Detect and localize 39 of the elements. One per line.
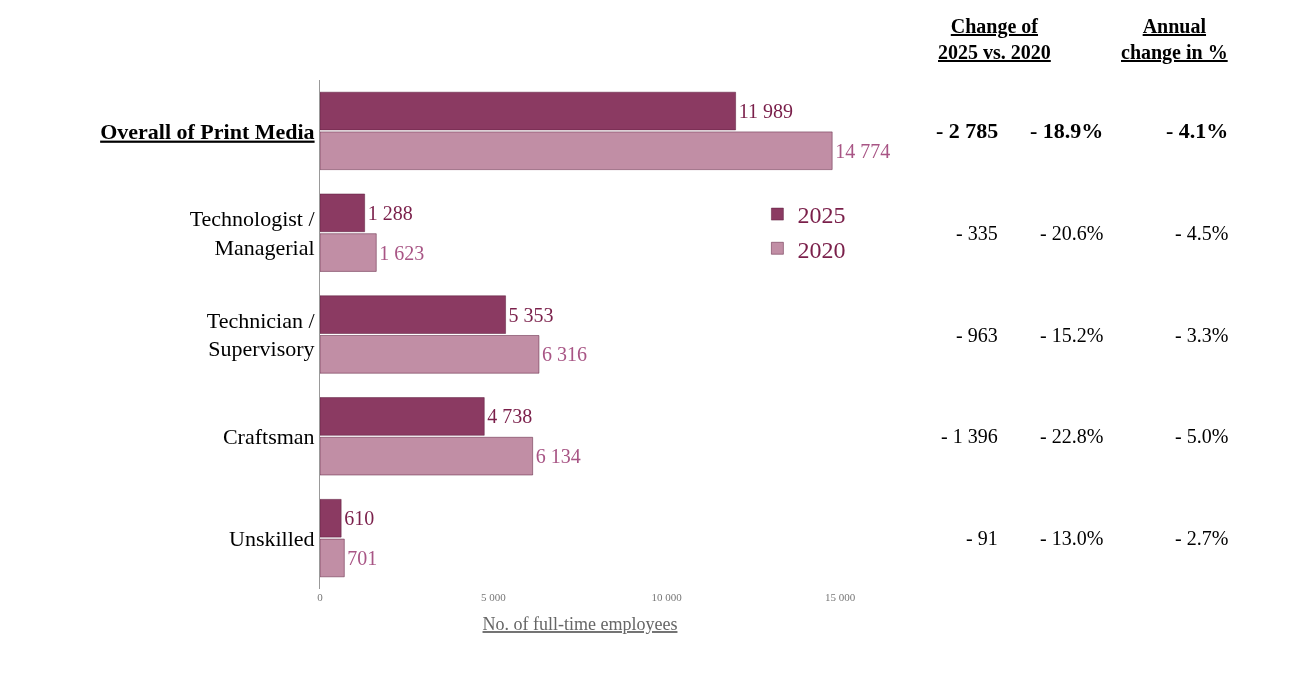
data-label: 5 353 (508, 303, 554, 326)
x-tick-label: 15 000 (824, 591, 856, 603)
legend-label: 2025 (797, 202, 846, 229)
text: - 22.8% (1040, 425, 1104, 447)
text: - 13.0% (1040, 527, 1104, 549)
text: - 91 (966, 527, 998, 549)
text: - 4.5% (1175, 222, 1229, 244)
data-label: 701 (347, 546, 378, 569)
legend-label: 2020 (797, 236, 846, 263)
y-tick-label: Unskilled (229, 525, 315, 551)
data-label: 610 (344, 507, 375, 530)
text: - 963 (956, 324, 998, 346)
text: - 335 (956, 222, 998, 244)
text: - 4.1% (1166, 118, 1229, 143)
x-tick-label: 0 (317, 591, 324, 603)
text: - 3.3% (1175, 324, 1229, 346)
x-tick-label: 10 000 (651, 591, 683, 603)
data-label: 11 989 (738, 100, 793, 123)
text: - 15.2% (1040, 324, 1104, 346)
x-tick-label: 5 000 (480, 591, 507, 603)
data-label: 1 623 (379, 241, 425, 264)
text: - 1 396 (941, 425, 998, 447)
x-axis-title: No. of full-time employees (482, 614, 678, 635)
text: - 18.9% (1030, 118, 1104, 143)
data-label: 14 774 (835, 139, 891, 162)
text: Change of 2025 vs. 2020 (938, 15, 1051, 63)
y-tick-label: Technician / Supervisory (206, 307, 316, 362)
data-label: 6 134 (535, 445, 581, 468)
text: - 2.7% (1175, 527, 1229, 549)
y-tick-label: Technologist / Managerial (189, 206, 316, 260)
text: Annual change in % (1121, 15, 1228, 64)
y-tick-label: Overall of Print Media (100, 118, 315, 144)
text: - 2 785 (936, 118, 999, 143)
data-label: 1 288 (367, 201, 413, 224)
text: - 20.6% (1040, 222, 1104, 244)
data-label: 4 738 (487, 405, 533, 428)
y-tick-label: Craftsman (222, 424, 315, 449)
text: - 5.0% (1175, 425, 1229, 447)
data-label: 6 316 (541, 343, 587, 366)
